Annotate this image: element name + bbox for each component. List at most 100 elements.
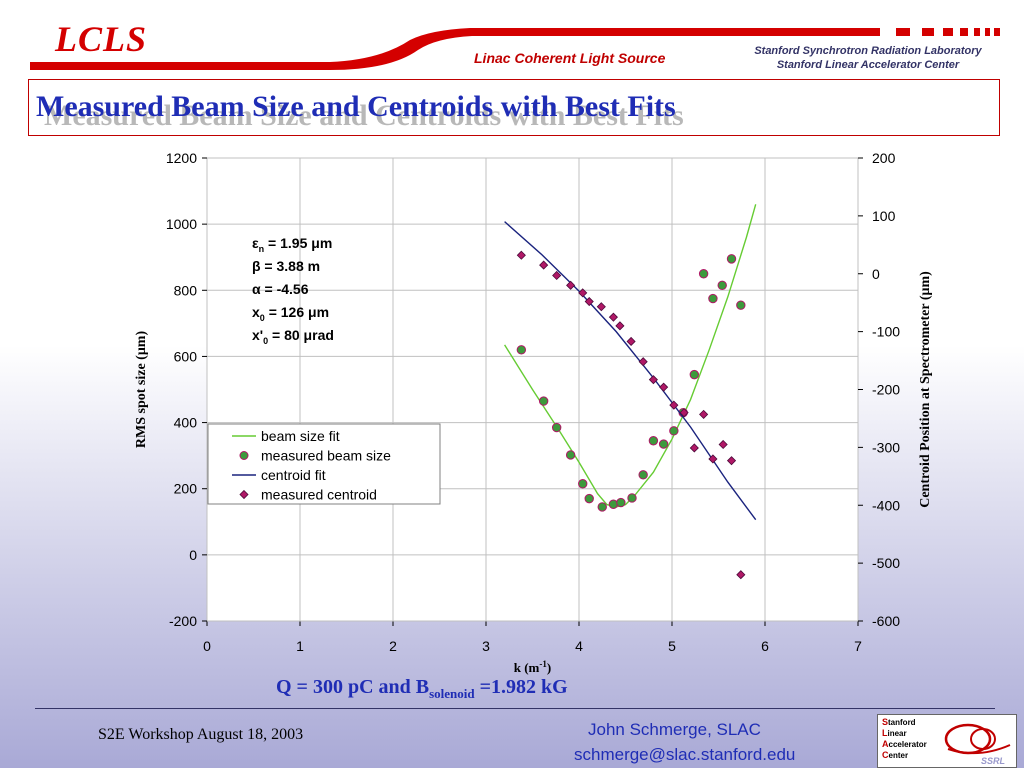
legend-measured-centroid-label: measured centroid (261, 487, 377, 503)
y2-tick-label: 100 (872, 208, 896, 224)
measured-beam-size-point (551, 422, 562, 433)
y-tick-label: -200 (169, 613, 197, 629)
measured-beam-size-point (578, 479, 588, 489)
measured-beam-size-point (597, 502, 607, 512)
slac-logo-line: Stanford (882, 717, 916, 727)
legend-beam-size-fit-label: beam size fit (261, 428, 340, 444)
slac-logo-line: Linear (882, 728, 907, 738)
footer-divider (35, 708, 995, 709)
slac-logo: Stanford Linear Accelerator Center SSRL (877, 714, 1017, 768)
measured-beam-size-point (669, 426, 679, 436)
measured-centroid-point (638, 357, 648, 367)
x-tick-label: 3 (482, 638, 490, 654)
measured-beam-size-point (717, 280, 727, 291)
lab-name-2: Stanford Linear Accelerator Center (776, 59, 960, 71)
measured-centroid-point (584, 296, 594, 307)
footer-event: S2E Workshop August 18, 2003 (98, 726, 304, 743)
slac-corner-text: SSRL (981, 756, 1005, 766)
x-tick-label: 2 (389, 638, 397, 654)
measured-beam-size-point (689, 369, 700, 380)
fit-parameter: x'0 = 80 μrad (252, 327, 334, 346)
slac-logo-line: Accelerator (882, 739, 927, 749)
y2-tick-label: 200 (872, 150, 896, 166)
slac-logo-text: Stanford Linear Accelerator Center (882, 717, 927, 761)
x-tick-label: 1 (296, 638, 304, 654)
measured-centroid-point (539, 260, 549, 270)
lcls-logo: LCLS (55, 19, 148, 59)
fit-parameter: β = 3.88 m (252, 258, 320, 274)
header-stripes (880, 28, 994, 36)
y2-tick-label: -100 (872, 324, 900, 340)
fit-parameter: εn = 1.95 μm (252, 235, 332, 254)
y-tick-label: 400 (174, 415, 198, 431)
y-axis-label: RMS spot size (μm) (134, 331, 149, 449)
legend-measured-beam-size-label: measured beam size (261, 448, 391, 464)
measured-beam-size-point (616, 497, 626, 508)
x-tick-label: 7 (854, 638, 862, 654)
measured-centroid-point (566, 280, 576, 290)
caption-prefix: Q = 300 pC and B (276, 676, 430, 698)
measured-beam-size-point (726, 254, 737, 264)
chart-caption: Q = 300 pC and Bsolenoid =1.982 kG (276, 676, 568, 702)
x-axis-label: k (m-1) (514, 659, 551, 675)
fit-parameter: α = -4.56 (252, 281, 309, 297)
y2-tick-label: -200 (872, 382, 900, 398)
measured-beam-size-point (538, 396, 549, 406)
caption-subscript: solenoid (429, 686, 475, 701)
measured-beam-size-point (584, 493, 594, 504)
x-tick-label: 0 (203, 638, 211, 654)
slac-logo-line: Center (882, 750, 909, 760)
y-tick-label: 600 (174, 348, 198, 364)
legend-box (207, 423, 441, 505)
y2-tick-label: -500 (872, 555, 900, 571)
measured-centroid-point (679, 408, 689, 418)
x-tick-label: 5 (668, 638, 676, 654)
measured-centroid-point (578, 288, 588, 298)
y2-tick-label: -300 (872, 439, 900, 455)
y2-tick-label: -400 (872, 497, 900, 513)
measured-centroid-point (708, 454, 718, 464)
y2-tick-label: -600 (872, 613, 900, 629)
page-title-shadow: Measured Beam Size and Centroids with Be… (44, 99, 684, 132)
measured-centroid-point (689, 443, 699, 453)
fit-parameter: x0 = 126 μm (252, 304, 329, 323)
measured-centroid-point (669, 400, 679, 410)
measured-beam-size-point (708, 293, 718, 304)
measured-centroid-point (736, 570, 746, 580)
title-frame (28, 79, 1000, 136)
measured-beam-size-point (698, 269, 709, 279)
x-tick-label: 4 (575, 638, 583, 654)
centroid-fit-line (504, 221, 757, 521)
measured-beam-size-point (565, 450, 576, 460)
y2-axis-label: Centroid Position at Spectrometer (μm) (918, 271, 933, 508)
measured-centroid-point (615, 321, 625, 331)
measured-centroid-point (718, 439, 728, 450)
measured-centroid-point (626, 336, 636, 347)
slac-logo-graphic: SSRL (944, 723, 1011, 766)
measured-beam-size-point (638, 470, 648, 480)
measured-centroid-point (608, 312, 618, 322)
legend-centroid-fit-label: centroid fit (261, 467, 326, 483)
measured-beam-size-point (627, 493, 637, 503)
footer-email: schmerge@slac.stanford.edu (574, 745, 796, 764)
page-title: Measured Beam Size and Centroids with Be… (36, 90, 676, 123)
measured-beam-size-point (516, 345, 527, 355)
footer-author: John Schmerge, SLAC (588, 720, 761, 739)
measured-beam-size-point (648, 436, 659, 446)
measured-centroid-point (648, 375, 658, 385)
header-subtitle: Linac Coherent Light Source (474, 50, 666, 66)
measured-centroid-point (516, 250, 526, 260)
measured-centroid-point (659, 382, 669, 392)
measured-beam-size-point (658, 439, 669, 449)
y-tick-label: 200 (174, 481, 198, 497)
y-tick-label: 0 (189, 547, 197, 563)
legend-measured-centroid-swatch (239, 489, 249, 500)
caption-suffix: =1.982 kG (474, 676, 568, 698)
y-tick-label: 1200 (166, 150, 197, 166)
y-tick-label: 1000 (166, 216, 197, 232)
measured-centroid-point (552, 270, 562, 281)
measured-centroid-point (596, 302, 606, 312)
header-decoration (30, 28, 1000, 70)
x-tick-label: 6 (761, 638, 769, 654)
measured-centroid-point (699, 409, 709, 419)
